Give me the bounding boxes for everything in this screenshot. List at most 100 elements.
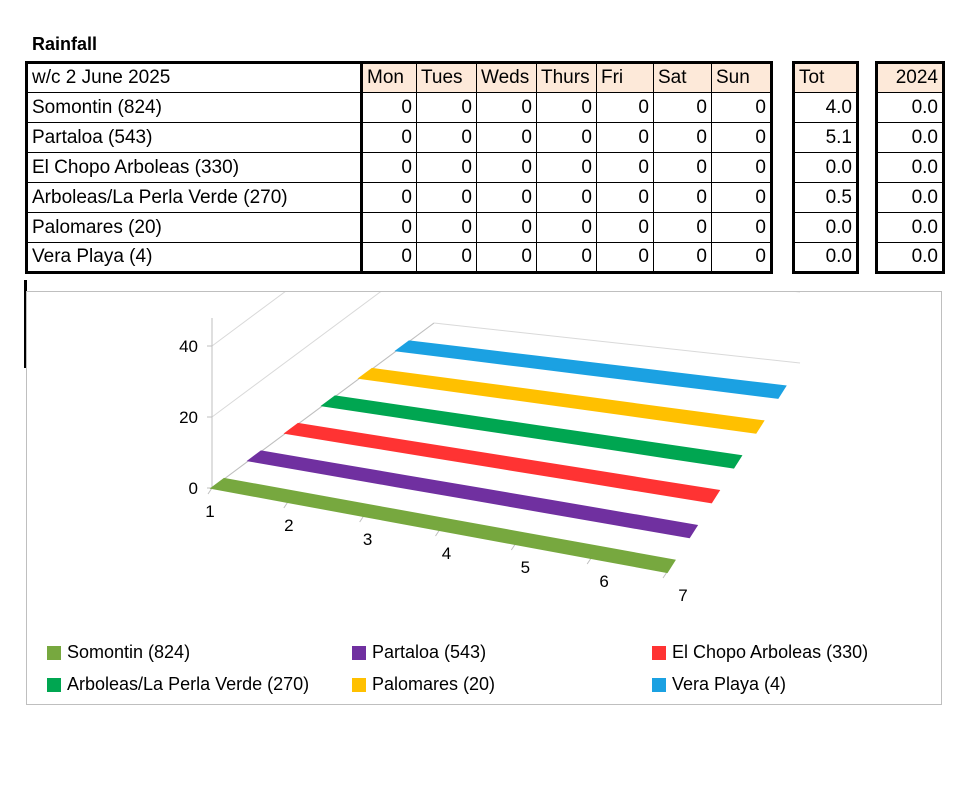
y-tick-label: 20 [179,408,198,427]
station-name: Palomares (20) [26,212,363,243]
daily-value: 0 [361,122,417,153]
series-area [283,422,721,504]
daily-value: 0 [653,92,712,123]
station-name: Partaloa (543) [26,122,363,153]
total-column: Tot 4.0 5.1 0.0 0.5 0.0 0.0 [792,61,859,274]
total-value: 5.1 [793,122,858,153]
daily-value: 0 [476,242,537,273]
x-tick [435,529,440,537]
previous-year-value: 0.0 [876,242,944,273]
series-area [394,340,787,399]
daily-value: 0 [596,92,654,123]
gridline-side [211,292,382,418]
daily-value: 0 [711,242,772,273]
x-tick-label: 5 [521,558,530,577]
day-header: Fri [596,62,654,93]
x-tick-label: 7 [678,586,687,605]
table-row: 0.0 [793,152,858,183]
table-row: 0.0 [876,92,944,123]
total-value: 4.0 [793,92,858,123]
daily-value: 0 [536,152,597,183]
legend-item: Somontin (824) [47,642,190,663]
daily-value: 0 [361,242,417,273]
daily-value: 0 [361,152,417,183]
daily-value: 0 [711,212,772,243]
rainfall-table: w/c 2 June 2025 Mon Tues Weds Thurs Fri Sat Sun… [25,61,773,274]
table-border-fragment [24,280,27,368]
week-label: w/c 2 June 2025 [26,62,363,93]
table-header-row: Tot [793,62,858,93]
legend-label: El Chopo Arboleas (330) [672,642,869,662]
legend-swatch [652,645,666,660]
daily-value: 0 [596,182,654,213]
daily-value: 0 [416,122,477,153]
previous-year-value: 0.0 [876,92,944,123]
legend-label: Somontin (824) [67,642,191,662]
chart-canvas: 0 20 40 1 2 3 4 5 6 7 [179,292,801,605]
daily-value: 0 [476,212,537,243]
daily-value: 0 [536,242,597,273]
table-row: 0.0 [876,152,944,183]
station-name: El Chopo Arboleas (330) [26,152,363,183]
table-row: Arboleas/La Perla Verde (270) 0 0 0 0 0 0 0 [26,182,772,213]
year-header: 2024 [876,62,944,93]
total-value: 0.5 [793,182,858,213]
legend-item: Palomares (20) [352,674,495,695]
daily-value: 0 [416,182,477,213]
legend-swatch [352,677,366,692]
x-tick [207,487,213,495]
daily-value: 0 [653,212,712,243]
daily-value: 0 [596,242,654,273]
daily-value: 0 [476,152,537,183]
x-tick-label: 6 [599,572,608,591]
page-title: Rainfall [32,34,98,54]
legend-swatch [352,645,366,660]
daily-value: 0 [536,92,597,123]
daily-value: 0 [476,92,537,123]
legend-item: Partaloa (543) [352,642,486,663]
station-name: Arboleas/La Perla Verde (270) [26,182,363,213]
total-value: 0.0 [793,242,858,273]
tot-header: Tot [793,62,858,93]
table-row: Palomares (20) 0 0 0 0 0 0 0 [26,212,772,243]
daily-value: 0 [653,182,712,213]
day-header: Weds [476,62,537,93]
legend-label: Partaloa (543) [372,642,487,662]
daily-value: 0 [536,182,597,213]
table-row: 0.0 [793,212,858,243]
x-tick [359,515,365,523]
daily-value: 0 [653,122,712,153]
legend-swatch [47,645,61,660]
x-tick [510,543,516,551]
day-header: Tues [416,62,477,93]
station-name: Somontin (824) [26,92,363,123]
daily-value: 0 [476,122,537,153]
day-header: Thurs [536,62,597,93]
table-header-row: w/c 2 June 2025 Mon Tues Weds Thurs Fri Sat Sun [26,62,772,93]
x-tick [283,501,289,509]
y-tick-label: 40 [179,337,198,356]
legend-item: El Chopo Arboleas (330) [652,642,868,663]
daily-value: 0 [416,152,477,183]
x-tick [586,557,592,565]
series-area [209,477,676,574]
total-value: 0.0 [793,212,858,243]
daily-value: 0 [653,242,712,273]
legend-swatch [652,677,666,692]
table-row: 0.0 [876,212,944,243]
daily-value: 0 [653,152,712,183]
daily-value: 0 [416,242,477,273]
table-row: 4.0 [793,92,858,123]
previous-year-column: 2024 0.0 0.0 0.0 0.0 0.0 0.0 [875,61,945,274]
table-row: 0.0 [876,122,944,153]
daily-value: 0 [711,122,772,153]
x-tick-label: 4 [442,544,451,563]
legend-label: Vera Playa (4) [672,674,787,694]
daily-value: 0 [536,212,597,243]
daily-value: 0 [711,152,772,183]
daily-value: 0 [361,182,417,213]
daily-value: 0 [536,122,597,153]
series-area [357,367,765,434]
table-row: Vera Playa (4) 0 0 0 0 0 0 0 [26,242,772,273]
legend-item: Vera Playa (4) [652,674,786,695]
